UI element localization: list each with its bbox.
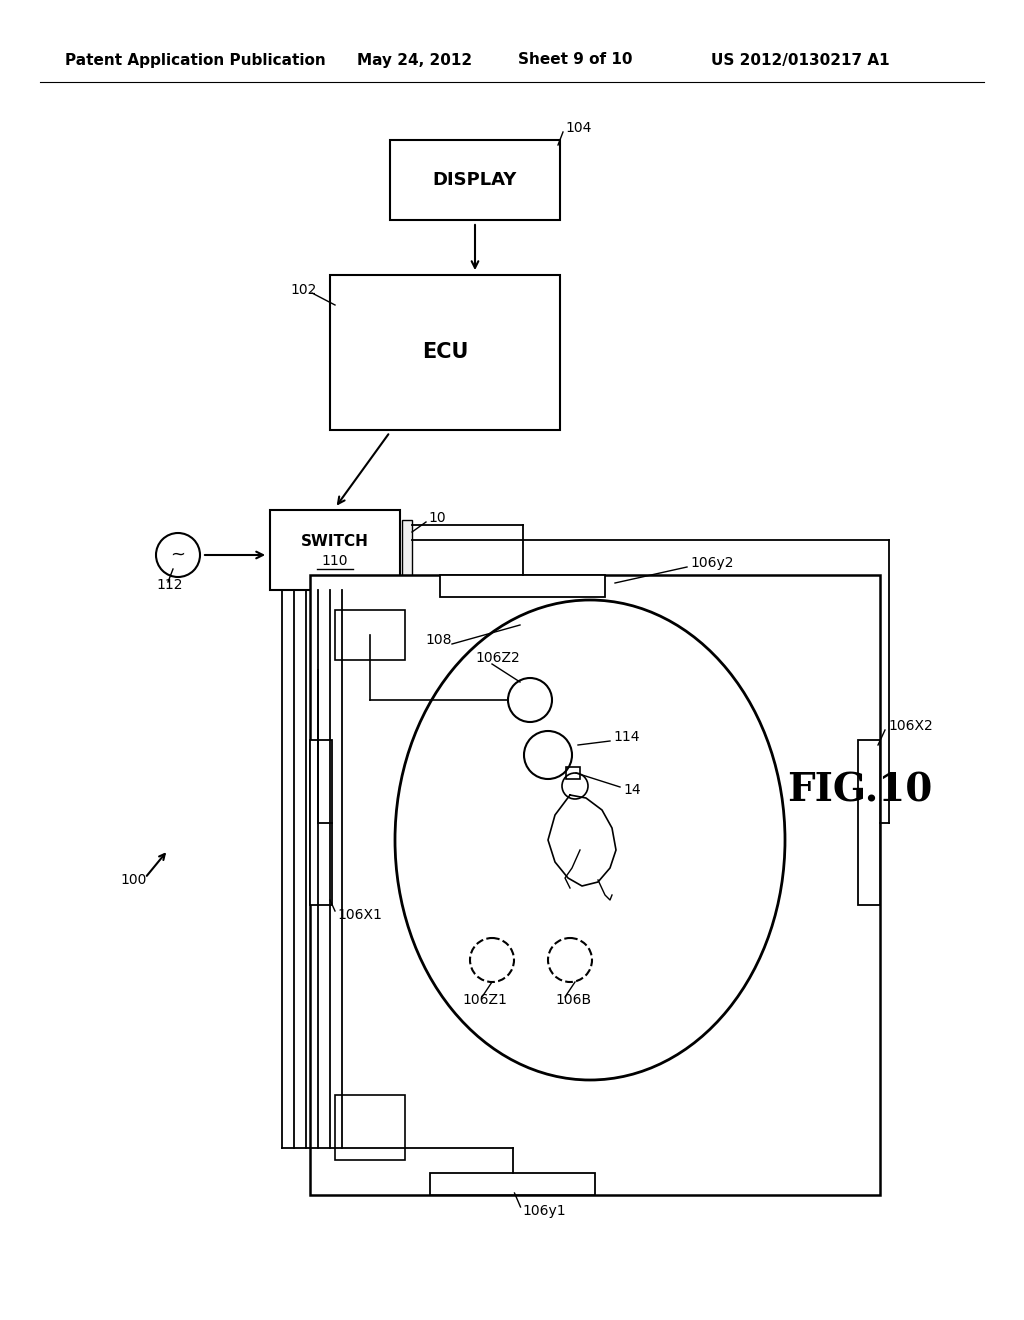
Bar: [430, 1173, 595, 1195]
Text: 14: 14: [623, 783, 641, 797]
Text: Sheet 9 of 10: Sheet 9 of 10: [518, 53, 632, 67]
Text: 106Z2: 106Z2: [475, 651, 520, 665]
Text: ECU: ECU: [422, 342, 468, 363]
Bar: [330, 275, 560, 430]
Text: SWITCH: SWITCH: [301, 533, 369, 549]
Text: 108: 108: [425, 634, 452, 647]
Text: 106y2: 106y2: [690, 556, 733, 570]
Text: 106Z1: 106Z1: [462, 993, 507, 1007]
Text: FIG.10: FIG.10: [787, 771, 933, 809]
Text: 106X1: 106X1: [337, 908, 382, 921]
Bar: [335, 610, 406, 660]
Text: May 24, 2012: May 24, 2012: [357, 53, 472, 67]
Text: US 2012/0130217 A1: US 2012/0130217 A1: [711, 53, 889, 67]
Text: 106X2: 106X2: [888, 719, 933, 733]
Bar: [270, 510, 400, 590]
Text: Patent Application Publication: Patent Application Publication: [65, 53, 326, 67]
Bar: [310, 576, 880, 1195]
Text: 104: 104: [565, 121, 592, 135]
Text: 114: 114: [613, 730, 640, 744]
Text: 112: 112: [156, 578, 182, 591]
Bar: [390, 140, 560, 220]
Text: 110: 110: [322, 554, 348, 568]
Text: 10: 10: [428, 511, 445, 525]
Bar: [310, 741, 332, 906]
Text: ~: ~: [171, 546, 185, 564]
Bar: [440, 576, 605, 597]
Bar: [402, 520, 412, 578]
Text: 106B: 106B: [555, 993, 591, 1007]
Text: 106y1: 106y1: [522, 1204, 566, 1218]
Text: DISPLAY: DISPLAY: [433, 172, 517, 189]
Text: 100: 100: [120, 873, 146, 887]
Bar: [566, 767, 580, 779]
Bar: [858, 741, 880, 906]
Bar: [335, 1096, 406, 1160]
Text: 102: 102: [290, 282, 316, 297]
